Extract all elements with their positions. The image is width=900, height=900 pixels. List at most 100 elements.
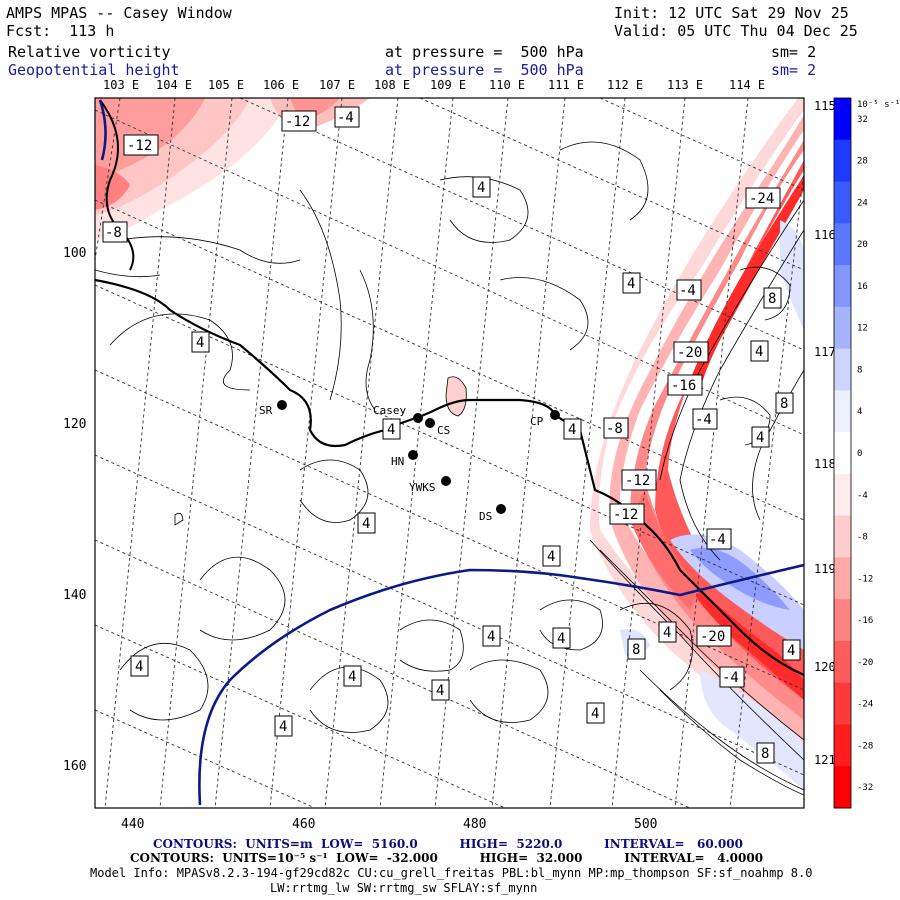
footer-geopotential-contours: CONTOURS: UNITS=m LOW= 5160.0 HIGH= 5220… [153,837,743,851]
contour-label: 4 [357,512,376,534]
field1-smoothing: sm= 2 [771,43,817,61]
colorbar-swatch [834,724,851,767]
svg-text:4: 4 [756,430,764,446]
colorbar-label: 32 [857,115,868,125]
svg-text:4: 4 [568,422,576,438]
contour-label: -12 [123,134,159,156]
coastline-west [99,99,135,271]
x-tick-label: 440 [121,817,144,832]
contour-label: 4 [191,331,210,353]
contour-label: 4 [542,545,561,567]
colorbar-label: -24 [857,700,873,710]
contour-label: -20 [696,625,732,647]
colorbar-swatch [834,515,851,558]
lon-label: 114 E [729,78,765,92]
svg-text:-4: -4 [695,412,712,428]
svg-text:4: 4 [477,180,485,196]
colorbar-swatch [834,557,851,600]
station-marker [441,476,451,486]
svg-text:-12: -12 [613,507,638,523]
lon-label: 107 E [319,78,355,92]
field1-name: Relative vorticity [8,43,171,61]
contour-label: -4 [692,408,718,430]
colorbar-label: 4 [857,407,862,417]
colorbar-label: -28 [857,741,873,751]
svg-text:-8: -8 [606,421,623,437]
contour-label: 4 [482,625,501,647]
station-marker [550,410,560,420]
colorbar: 10⁻⁵ s⁻¹ 32 28 24 20 16 12 8 4 0 -4 -8 -12 -16 -20 -24… [833,97,900,809]
lon-label: 108 E [374,78,410,92]
svg-text:8: 8 [632,642,640,658]
valid-time: Valid: 05 UTC Thu 04 Dec 25 [614,22,858,40]
station-label: CS [437,424,450,437]
contour-label: 4 [750,340,769,362]
contour-label: 4 [382,418,401,440]
svg-text:4: 4 [387,422,395,438]
colorbar-swatch [834,98,851,141]
svg-text:-8: -8 [105,225,122,241]
svg-text:4: 4 [663,625,671,641]
svg-text:8: 8 [780,396,788,412]
y-tick-label: 100 [63,246,86,261]
contour-label: 4 [782,639,801,661]
svg-text:4: 4 [362,516,370,532]
svg-text:4: 4 [547,549,555,565]
lon-label: 105 E [208,78,244,92]
field2-pressure: at pressure = 500 hPa [385,61,584,79]
svg-text:-4: -4 [679,283,696,299]
colorbar-swatch [834,766,851,809]
contour-label: -16 [667,374,703,396]
contour-label: 8 [763,287,782,309]
contour-label: -20 [673,341,709,363]
lon-label: 109 E [430,78,466,92]
svg-text:4: 4 [279,719,287,735]
contour-label: 4 [622,272,641,294]
contour-label: 8 [775,392,794,414]
field2-smoothing: sm= 2 [771,61,817,79]
station-marker [425,418,435,428]
svg-text:4: 4 [487,629,495,645]
svg-text:-4: -4 [722,670,739,686]
contour-label: 4 [431,679,450,701]
contour-label: -8 [603,417,629,439]
contour-label: 4 [586,702,605,724]
coastline [95,278,804,677]
svg-text:-20: -20 [677,345,702,361]
station-label: DS [479,510,492,523]
station-marker [496,504,506,514]
contour-label: -12 [281,110,317,132]
contour-label: -4 [719,666,745,688]
svg-text:4: 4 [627,276,635,292]
colorbar-swatch [834,432,851,475]
station-label: HN [391,455,404,468]
station-marker [413,413,423,423]
contour-label: 4 [130,655,149,677]
colorbar-swatch [834,265,851,308]
vorticity-shading-nw [95,98,467,417]
colorbar-swatch [834,640,851,684]
svg-text:4: 4 [196,335,204,351]
station-marker [408,450,418,460]
contour-label: 4 [552,627,571,649]
contour-label: 4 [563,418,582,440]
colorbar-swatch [834,473,851,517]
svg-text:-16: -16 [671,378,696,394]
x-tick-label: 460 [292,817,315,832]
colorbar-label: -12 [857,574,873,584]
svg-text:4: 4 [557,631,565,647]
svg-text:4: 4 [436,683,444,699]
station-marker [277,400,287,410]
map-title: AMPS MPAS -- Casey Window [6,4,232,22]
contour-label: 8 [627,638,646,660]
contour-label: -4 [706,528,732,550]
lon-label: 111 E [548,78,584,92]
colorbar-label: 0 [857,449,862,459]
colorbar-swatch [834,599,851,642]
map-canvas: 103 E 104 E 105 E 106 E 107 E 108 E 109 … [63,78,900,832]
colorbar-label: 16 [857,282,868,292]
contour-label: 8 [756,742,775,764]
contour-label: -4 [676,279,702,301]
station-label: Casey [373,404,406,417]
colorbar-label: -32 [857,783,873,793]
